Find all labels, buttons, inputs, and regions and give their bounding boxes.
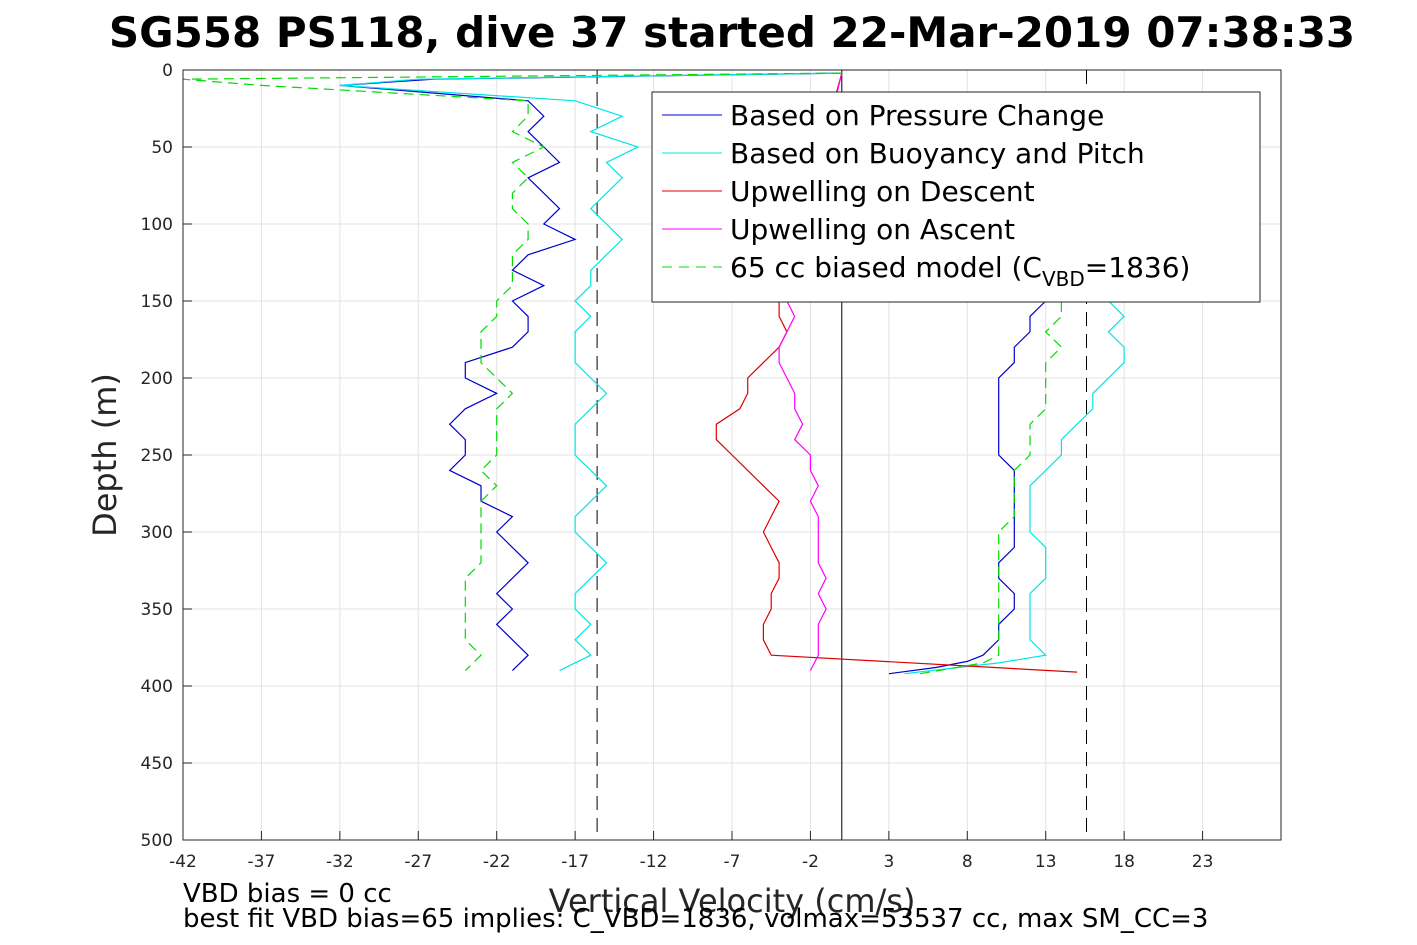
y-tick-label: 150 [141,292,173,312]
y-axis-label: Depth (m) [86,373,124,537]
axis-ticks: -42 -37 -32 -27 -22 -17 -12 -7 -2 3 8 13 18 23 0 50 100 1… [141,61,1214,872]
y-tick-label: 350 [141,600,173,620]
x-tick-label: -37 [248,852,276,872]
y-tick-label: 300 [141,523,173,543]
legend-model-suffix: =1836) [1085,251,1191,284]
series-line-up-ascent [778,72,843,671]
legend-label-up-descent: Upwelling on Descent [730,175,1035,208]
y-tick-label: 250 [141,446,173,466]
footer-line-2: best fit VBD bias=65 implies: C_VBD=1836… [183,904,1208,934]
legend-label-pressure: Based on Pressure Change [730,99,1104,132]
legend-model-subscript: VBD [1042,267,1085,291]
y-tick-label: 400 [141,677,173,697]
x-tick-label: -32 [326,852,354,872]
x-tick-label: -22 [483,852,511,872]
footer-line-1: VBD bias = 0 cc [183,879,392,909]
legend-label-model: 65 cc biased model (CVBD=1836) [730,251,1190,291]
legend-model-prefix: 65 cc biased model (C [730,251,1042,284]
x-tick-label: -7 [724,852,741,872]
series-line-model-ascent [920,301,1063,675]
x-tick-label: -12 [640,852,668,872]
series-line-pressure-descent [339,72,842,672]
x-axis-label: Vertical Velocity (cm/s) [549,882,916,920]
y-tick-label: 0 [162,61,173,81]
x-tick-label: -27 [404,852,432,872]
y-tick-label: 100 [141,215,173,235]
x-tick-label: 8 [962,852,973,872]
legend-box [651,91,1261,303]
x-tick-label: -42 [169,852,197,872]
y-tick-label: 450 [141,754,173,774]
x-tick-label: 3 [883,852,894,872]
y-tick-label: 500 [141,831,173,851]
x-tick-label: -2 [802,852,819,872]
legend-label-buoyancy: Based on Buoyancy and Pitch [730,137,1145,170]
x-tick-label: 18 [1113,852,1135,872]
x-tick-label: 13 [1035,852,1057,872]
y-tick-label: 50 [151,138,173,158]
series-line-model-descent [182,72,842,672]
x-tick-label: 23 [1192,852,1214,872]
legend-label-up-ascent: Upwelling on Ascent [730,213,1015,246]
x-tick-label: -17 [561,852,589,872]
y-tick-label: 200 [141,369,173,389]
series-line-buoyancy-descent [339,72,842,672]
chart-title: SG558 PS118, dive 37 started 22-Mar-2019… [109,8,1355,57]
series-line-buoyancy-ascent [904,300,1125,675]
series-line-up-descent [715,72,1078,673]
series-lines [182,72,1125,675]
legend: Based on Pressure Change Based on Buoyan… [651,91,1261,303]
